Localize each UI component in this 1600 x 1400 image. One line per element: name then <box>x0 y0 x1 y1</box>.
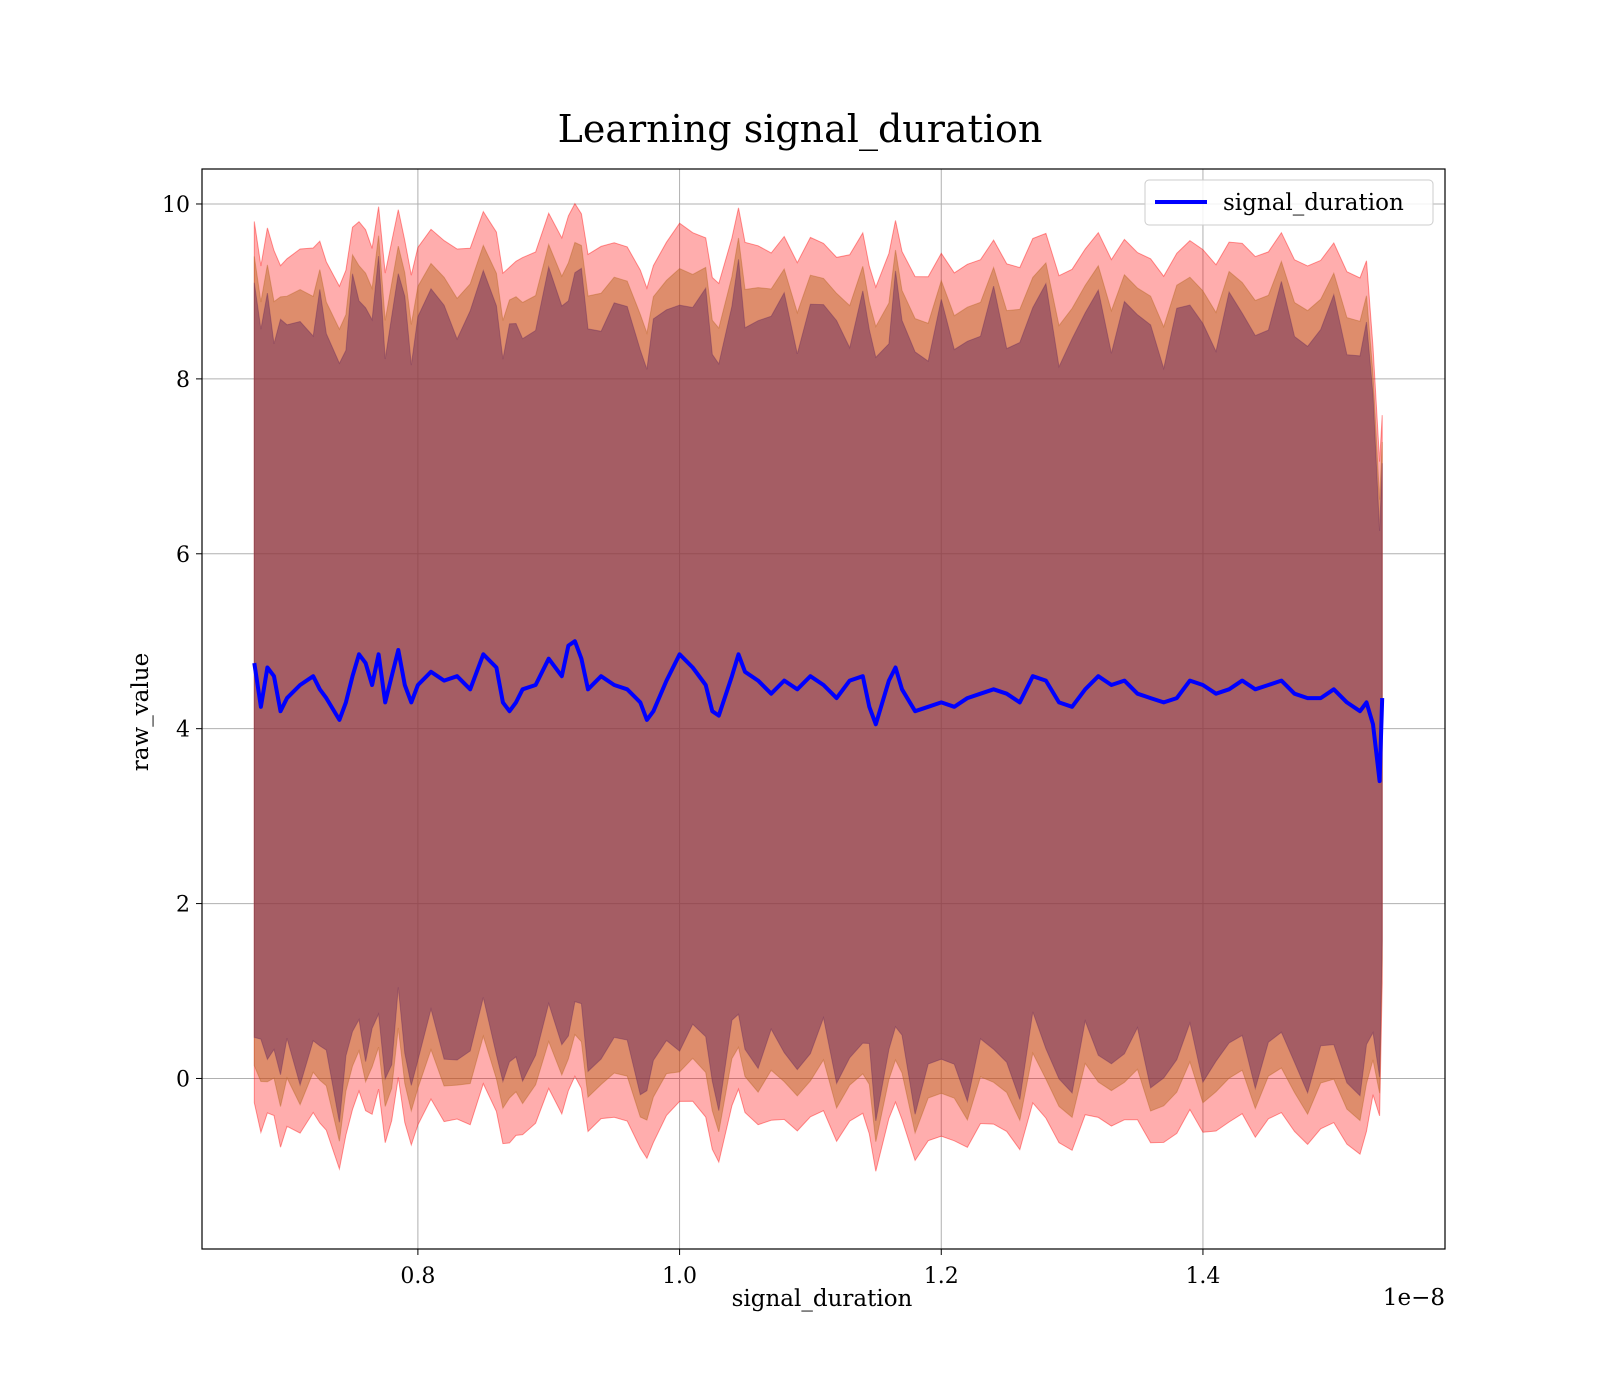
y-tick-label: 4 <box>176 718 190 743</box>
y-tick-label: 6 <box>176 543 190 568</box>
y-axis-ticks: 0 2 4 6 8 10 <box>162 193 202 1092</box>
plot-frame <box>201 168 1446 1250</box>
y-tick-label: 0 <box>176 1067 190 1092</box>
legend-entry-signal-duration: signal_duration <box>1223 190 1404 216</box>
x-tick-label: 1.4 <box>1185 1264 1220 1289</box>
x-axis-label: signal_duration <box>732 1286 913 1312</box>
chart-title: Learning signal_duration <box>558 107 1043 152</box>
y-tick-label: 2 <box>176 893 190 918</box>
y-tick-label: 10 <box>162 193 190 218</box>
x-axis-offset-label: 1e−8 <box>1383 1285 1445 1311</box>
confidence-bands <box>253 202 1383 1172</box>
x-axis-ticks: 0.8 1.0 1.2 1.4 <box>400 1249 1220 1289</box>
legend: signal_duration <box>1144 179 1434 226</box>
x-tick-label: 1.2 <box>924 1264 959 1289</box>
legend-box <box>1144 179 1434 226</box>
y-axis-label: raw_value <box>128 653 154 771</box>
y-tick-label: 8 <box>176 368 190 393</box>
series-line-signal-duration <box>252 639 1385 784</box>
series-lines <box>252 639 1385 784</box>
x-tick-label: 0.8 <box>400 1264 435 1289</box>
x-tick-label: 1.0 <box>662 1264 697 1289</box>
confidence-band <box>253 255 1383 1123</box>
